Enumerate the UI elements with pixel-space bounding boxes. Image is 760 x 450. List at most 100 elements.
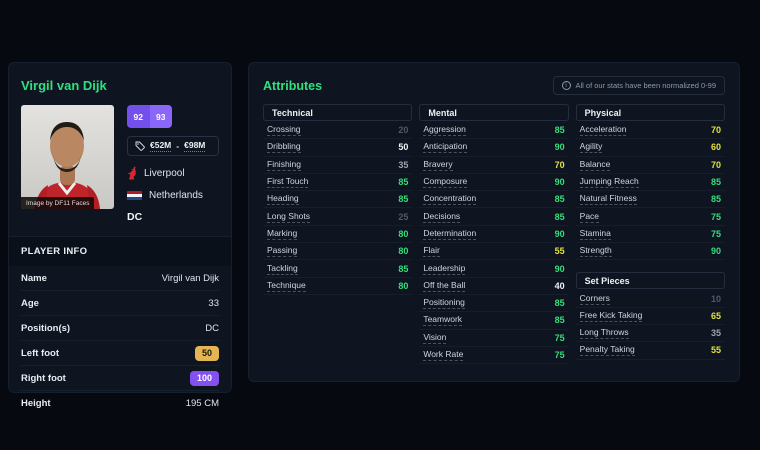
stat-row: Off the Ball 40 bbox=[419, 278, 569, 295]
stat-label[interactable]: Aggression bbox=[423, 124, 466, 137]
stat-value: 50 bbox=[398, 142, 409, 153]
stat-row: Positioning 85 bbox=[419, 295, 569, 313]
stat-label[interactable]: Pace bbox=[579, 210, 600, 223]
stat-label[interactable]: Concentration bbox=[423, 193, 477, 206]
player-photo-image bbox=[21, 105, 114, 209]
attr-group-header: Mental bbox=[419, 104, 569, 121]
stat-row: Stamina 75 bbox=[575, 226, 725, 244]
stat-label[interactable]: Penalty Taking bbox=[579, 344, 635, 357]
stat-label[interactable]: Crossing bbox=[267, 124, 301, 137]
stat-label[interactable]: Bravery bbox=[423, 158, 453, 171]
stat-value: 80 bbox=[398, 228, 409, 239]
column-physical: Physical Acceleration 70 Agility 60 Balance 7… bbox=[575, 104, 725, 364]
attr-group-header: Set Pieces bbox=[575, 272, 725, 290]
stat-label[interactable]: Technique bbox=[267, 279, 306, 292]
stat-label[interactable]: Jumping Reach bbox=[579, 176, 639, 189]
attributes-header: Attributes i All of our stats have been … bbox=[263, 76, 725, 95]
stat-row: Crossing 20 bbox=[263, 122, 413, 140]
stat-label[interactable]: Composure bbox=[423, 176, 468, 189]
position-badge: DC bbox=[127, 211, 143, 223]
stat-label[interactable]: Heading bbox=[267, 193, 299, 206]
stat-label[interactable]: Long Throws bbox=[579, 327, 629, 340]
stat-row: Technique 80 bbox=[263, 278, 413, 295]
stat-label[interactable]: Positioning bbox=[423, 297, 465, 310]
player-summary: Image by DF11 Faces 92 93 €52M - €98M bbox=[9, 105, 231, 223]
attr-group-title: Mental bbox=[428, 107, 457, 118]
stat-row: Leadership 90 bbox=[419, 260, 569, 278]
info-value: 50 bbox=[194, 345, 219, 361]
info-label: Left foot bbox=[21, 347, 59, 359]
normalization-note: i All of our stats have been normalized … bbox=[552, 76, 725, 95]
stat-row: Penalty Taking 55 bbox=[575, 342, 725, 360]
value-max[interactable]: €98M bbox=[184, 140, 206, 152]
stat-label[interactable]: Finishing bbox=[267, 158, 302, 171]
stat-row: Natural Fitness 85 bbox=[575, 191, 725, 209]
stat-label[interactable]: Long Shots bbox=[267, 210, 311, 223]
value-min[interactable]: €52M bbox=[150, 140, 172, 152]
stat-label[interactable]: Flair bbox=[423, 245, 440, 258]
info-label: Right foot bbox=[21, 372, 66, 384]
stat-row: Work Rate 75 bbox=[419, 347, 569, 365]
stat-label[interactable]: Balance bbox=[579, 158, 611, 171]
stat-label[interactable]: Free Kick Taking bbox=[579, 309, 643, 322]
stat-row: Balance 70 bbox=[575, 157, 725, 174]
stat-label[interactable]: Natural Fitness bbox=[579, 193, 637, 206]
stat-label[interactable]: Corners bbox=[579, 292, 610, 305]
price-tag-icon bbox=[135, 141, 145, 151]
info-value: 195 CM bbox=[185, 398, 219, 409]
stat-row: Free Kick Taking 65 bbox=[575, 308, 725, 325]
column-mental: Mental Aggression 85 Anticipation 90 Bravery… bbox=[419, 104, 569, 365]
stat-label[interactable]: Dribbling bbox=[267, 141, 301, 154]
stat-label[interactable]: Decisions bbox=[423, 210, 461, 223]
stat-label[interactable]: Agility bbox=[579, 141, 603, 154]
stat-row: Determination 90 bbox=[419, 226, 569, 244]
stat-row: Finishing 35 bbox=[263, 157, 413, 174]
attribute-columns: Technical Crossing 20 Dribbling 50 Finishing… bbox=[263, 104, 725, 365]
page-title: Virgil van Dijk bbox=[21, 78, 107, 93]
stat-row: Corners 10 bbox=[575, 290, 725, 308]
info-row: Height 195 CM bbox=[21, 391, 219, 416]
stat-label[interactable]: Work Rate bbox=[423, 349, 464, 361]
stat-label[interactable]: Tackling bbox=[267, 262, 298, 275]
stat-row: Composure 90 bbox=[419, 174, 569, 192]
player-info-header: PLAYER INFO bbox=[9, 236, 231, 266]
attr-group-header: Physical bbox=[575, 104, 725, 121]
attr-group-title: Physical bbox=[584, 107, 622, 118]
info-row: Name Virgil van Dijk bbox=[21, 266, 219, 291]
stat-label[interactable]: Passing bbox=[267, 245, 298, 258]
attributes-title: Attributes bbox=[263, 79, 323, 93]
stat-value: 90 bbox=[554, 142, 565, 153]
info-label: Name bbox=[21, 272, 47, 284]
stat-row: Dribbling 50 bbox=[263, 139, 413, 157]
stat-label[interactable]: Acceleration bbox=[579, 124, 627, 137]
stat-value: 85 bbox=[398, 263, 409, 274]
stat-value: 65 bbox=[710, 310, 721, 321]
liverpool-club-icon bbox=[127, 166, 136, 180]
stat-label[interactable]: Leadership bbox=[423, 262, 466, 275]
stat-value: 85 bbox=[554, 211, 565, 222]
nation-name: Netherlands bbox=[149, 190, 203, 201]
stat-value: 90 bbox=[710, 246, 721, 257]
stat-label[interactable]: Strength bbox=[579, 245, 612, 258]
stat-label[interactable]: Stamina bbox=[579, 227, 611, 240]
stat-label[interactable]: Vision bbox=[423, 331, 447, 344]
player-meta: 92 93 €52M - €98M Liverpool bbox=[127, 105, 219, 223]
stat-row: Long Shots 25 bbox=[263, 208, 413, 226]
value-range-separator: - bbox=[176, 141, 180, 151]
stat-label[interactable]: Determination bbox=[423, 227, 477, 240]
stat-row: Teamwork 85 bbox=[419, 312, 569, 330]
stat-label[interactable]: Marking bbox=[267, 227, 298, 240]
info-row: Right foot 100 bbox=[21, 366, 219, 391]
stat-label[interactable]: First Touch bbox=[267, 176, 309, 189]
stat-value: 35 bbox=[710, 328, 721, 339]
stat-value: 85 bbox=[710, 194, 721, 205]
attr-group-mental: Mental Aggression 85 Anticipation 90 Bravery… bbox=[419, 104, 569, 365]
stat-label[interactable]: Anticipation bbox=[423, 141, 468, 154]
stat-value: 70 bbox=[710, 125, 721, 136]
stat-value: 55 bbox=[710, 345, 721, 356]
stat-label[interactable]: Teamwork bbox=[423, 314, 463, 327]
stat-value: 10 bbox=[710, 293, 721, 304]
info-value: 33 bbox=[208, 297, 219, 309]
stat-label[interactable]: Off the Ball bbox=[423, 279, 466, 292]
stat-row: Agility 60 bbox=[575, 139, 725, 157]
